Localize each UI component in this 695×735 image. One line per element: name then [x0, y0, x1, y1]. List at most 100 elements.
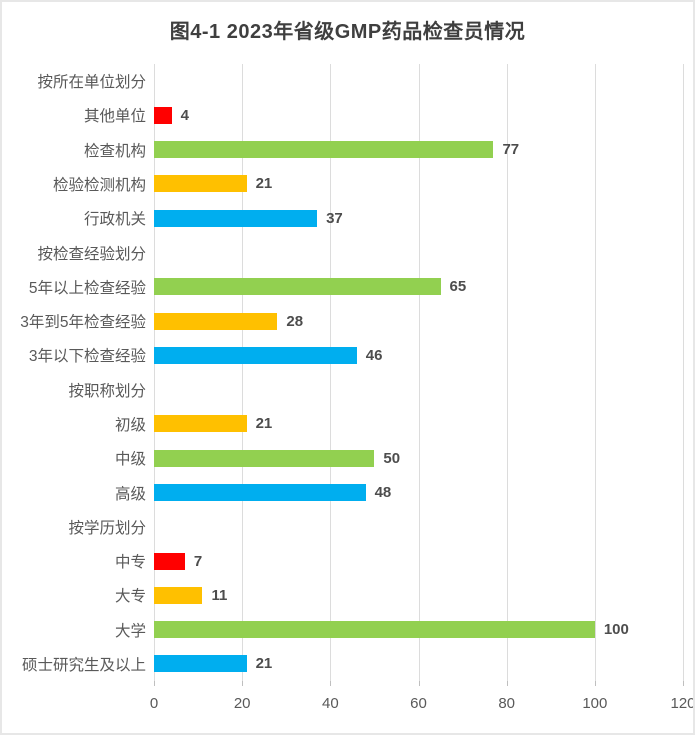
category-label: 中级	[114, 451, 146, 469]
value-label: 21	[255, 175, 273, 193]
gridline	[594, 64, 596, 681]
value-label: 65	[449, 278, 467, 296]
chart-row: 3年以下检查经验 46	[12, 338, 683, 372]
gridline	[683, 64, 684, 681]
category-label: 行政机关	[83, 211, 146, 229]
chart-row: 大学 100	[12, 613, 683, 647]
bar-track: 65	[154, 270, 683, 304]
category-label: 3年以下检查经验	[28, 348, 146, 366]
chart-row: 3年到5年检查经验 28	[12, 304, 683, 338]
value-label: 50	[383, 449, 401, 467]
x-axis-label: 40	[321, 695, 339, 712]
bar-track: 21	[154, 647, 683, 681]
x-axis-label: 0	[149, 695, 159, 712]
group-label: 按学历划分	[68, 519, 146, 537]
bar	[154, 312, 278, 330]
value-label: 46	[365, 346, 383, 364]
value-label: 37	[326, 209, 343, 227]
bar-track: 77	[154, 133, 683, 167]
value-label: 21	[255, 415, 273, 433]
chart-row: 初级 21	[12, 407, 683, 441]
gridline	[242, 64, 244, 681]
x-axis-label: 120	[670, 695, 695, 712]
gridline	[418, 64, 420, 681]
value-label: 7	[193, 552, 203, 570]
category-label: 初级	[114, 416, 146, 434]
bar	[154, 449, 375, 467]
bar-track: 21	[154, 167, 683, 201]
bar	[154, 175, 247, 193]
axis-tick	[683, 681, 684, 686]
value-label: 48	[374, 484, 392, 502]
bar-track: 28	[154, 304, 683, 338]
bar-track	[154, 64, 683, 98]
bar	[154, 484, 366, 502]
value-label: 100	[603, 621, 629, 639]
axis-tick	[242, 681, 244, 686]
chart-row: 其他单位 4	[12, 98, 683, 132]
bar	[154, 655, 247, 673]
bar-track: 37	[154, 201, 683, 235]
bar-track: 100	[154, 613, 683, 647]
value-label: 28	[286, 312, 304, 330]
x-axis-label: 80	[498, 695, 515, 712]
group-label: 按职称划分	[68, 382, 146, 400]
chart-row: 5年以上检查经验 65	[12, 270, 683, 304]
category-label: 检查机构	[83, 142, 146, 160]
bar	[154, 586, 203, 604]
value-label: 4	[180, 106, 189, 124]
bar-track: 7	[154, 544, 683, 578]
category-label: 5年以上检查经验	[28, 279, 146, 297]
axis-tick	[330, 681, 332, 686]
bar	[154, 621, 595, 639]
bar	[154, 141, 494, 159]
chart-row: 高级 48	[12, 475, 683, 509]
category-label: 高级	[114, 485, 146, 503]
axis-tick	[506, 681, 508, 686]
group-label: 按所在单位划分	[37, 74, 146, 92]
bar	[154, 552, 185, 570]
bar	[154, 415, 247, 433]
chart-row: 检验检测机构 21	[12, 167, 683, 201]
value-label: 77	[502, 141, 520, 159]
x-axis-label: 100	[582, 695, 608, 712]
category-label: 硕士研究生及以上	[21, 656, 146, 674]
category-label: 大学	[114, 622, 146, 640]
value-label: 21	[255, 655, 273, 673]
category-label: 3年到5年检查经验	[20, 314, 146, 332]
bar-track: 4	[154, 98, 683, 132]
bar-track: 48	[154, 475, 683, 509]
category-label: 检验检测机构	[52, 176, 146, 194]
axis-tick	[154, 681, 155, 686]
axis-tick	[594, 681, 596, 686]
bar	[154, 106, 172, 124]
axis-tick	[418, 681, 420, 686]
bar-track	[154, 510, 683, 544]
chart-row: 中级 50	[12, 441, 683, 475]
chart-row: 行政机关 37	[12, 201, 683, 235]
value-label: 11	[211, 586, 228, 604]
chart-group-row: 按职称划分	[12, 373, 683, 407]
chart-row: 检查机构 77	[12, 133, 683, 167]
x-axis: 0 20 40 60 80 100 120	[150, 695, 693, 713]
x-axis-label: 20	[233, 695, 251, 712]
chart-title: 图4-1 2023年省级GMP药品检查员情况	[169, 21, 526, 43]
bar-track: 46	[154, 338, 683, 372]
chart-group-row: 按检查经验划分	[12, 235, 683, 269]
gridline	[330, 64, 332, 681]
category-label: 中专	[114, 554, 146, 572]
chart-group-row: 按所在单位划分	[12, 64, 683, 98]
bar	[154, 346, 357, 364]
bar-track	[154, 235, 683, 269]
bar	[154, 278, 441, 296]
bar-track: 21	[154, 407, 683, 441]
gridline	[506, 64, 508, 681]
chart-row: 硕士研究生及以上 21	[12, 647, 683, 681]
chart-row: 大专 11	[12, 578, 683, 612]
bar-track: 50	[154, 441, 683, 475]
plot-gridlines	[154, 64, 684, 686]
bar	[154, 209, 318, 227]
category-label: 其他单位	[83, 108, 146, 126]
x-axis-label: 60	[410, 695, 427, 712]
